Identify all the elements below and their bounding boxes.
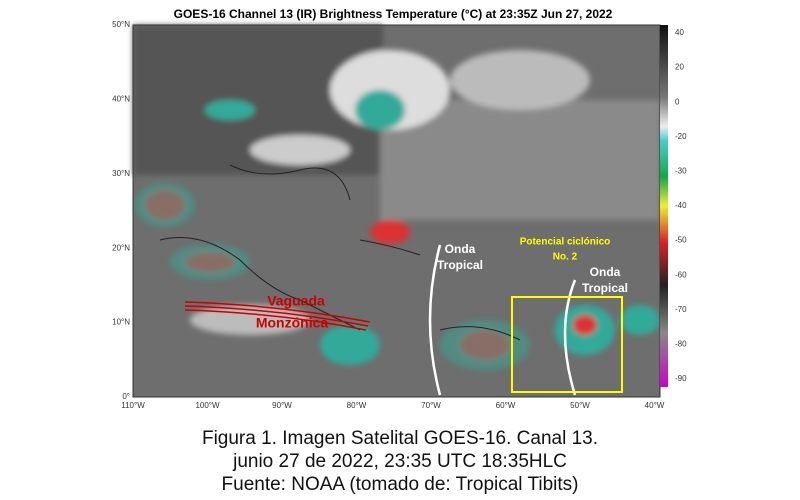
caption-line: Figura 1. Imagen Satelital GOES-16. Cana… bbox=[201, 428, 599, 449]
annotation: No. 2 bbox=[553, 252, 578, 263]
coastlines bbox=[159, 164, 521, 341]
lon-label: 80°W bbox=[347, 401, 367, 410]
colorbar-tick-label: 0 bbox=[675, 97, 680, 106]
lon-label: 110°W bbox=[121, 401, 145, 410]
lon-label: 60°W bbox=[496, 401, 516, 410]
colorbar-tick-label: -50 bbox=[675, 236, 687, 245]
colorbar-tick-label: 40 bbox=[675, 28, 684, 37]
lat-label: 20°N bbox=[112, 243, 130, 252]
colorbar-tick-label: -60 bbox=[675, 270, 687, 279]
lat-label: 50°N bbox=[112, 20, 130, 29]
annotation: Vaguada bbox=[267, 293, 325, 309]
satellite-map: GOES-16 Channel 13 (IR) Brightness Tempe… bbox=[112, 7, 687, 410]
lat-label: 0° bbox=[122, 392, 130, 401]
lon-label: 90°W bbox=[272, 401, 292, 410]
onda-line bbox=[428, 244, 442, 396]
colorbar-tick-label: -30 bbox=[675, 167, 687, 176]
highlight-box bbox=[511, 296, 623, 393]
annotation: Monzónica bbox=[256, 315, 329, 331]
caption-line: junio 27 de 2022, 23:35 UTC 18:35HLC bbox=[233, 451, 567, 472]
colorbar-tick-label: -70 bbox=[675, 305, 687, 314]
annotation: Tropical bbox=[437, 258, 483, 272]
annotation: Potencial ciclónico bbox=[520, 237, 611, 248]
colorbar-tick-label: 20 bbox=[675, 63, 684, 72]
colorbar-tick-label: -80 bbox=[675, 340, 687, 349]
colorbar bbox=[660, 25, 668, 387]
lat-label: 30°N bbox=[112, 169, 130, 178]
annotation: Onda bbox=[590, 265, 621, 279]
annotation: Tropical bbox=[582, 281, 628, 295]
vaguada-line bbox=[184, 301, 371, 331]
lon-label: 40°W bbox=[645, 401, 665, 410]
annotation: Onda bbox=[445, 242, 476, 256]
lat-label: 10°N bbox=[112, 318, 130, 327]
caption-line: Fuente: NOAA (tomado de: Tropical Tibits… bbox=[221, 474, 579, 495]
onda-line bbox=[563, 279, 577, 396]
cloud-field bbox=[133, 25, 660, 370]
colorbar-tick-label: -20 bbox=[675, 132, 687, 141]
lat-label: 40°N bbox=[112, 95, 130, 104]
colorbar-tick-label: -40 bbox=[675, 201, 687, 210]
lon-label: 70°W bbox=[421, 401, 441, 410]
map-title: GOES-16 Channel 13 (IR) Brightness Tempe… bbox=[174, 7, 613, 21]
colorbar-tick-label: -90 bbox=[675, 374, 687, 383]
lon-label: 100°W bbox=[195, 401, 220, 410]
lon-label: 50°W bbox=[570, 401, 590, 410]
